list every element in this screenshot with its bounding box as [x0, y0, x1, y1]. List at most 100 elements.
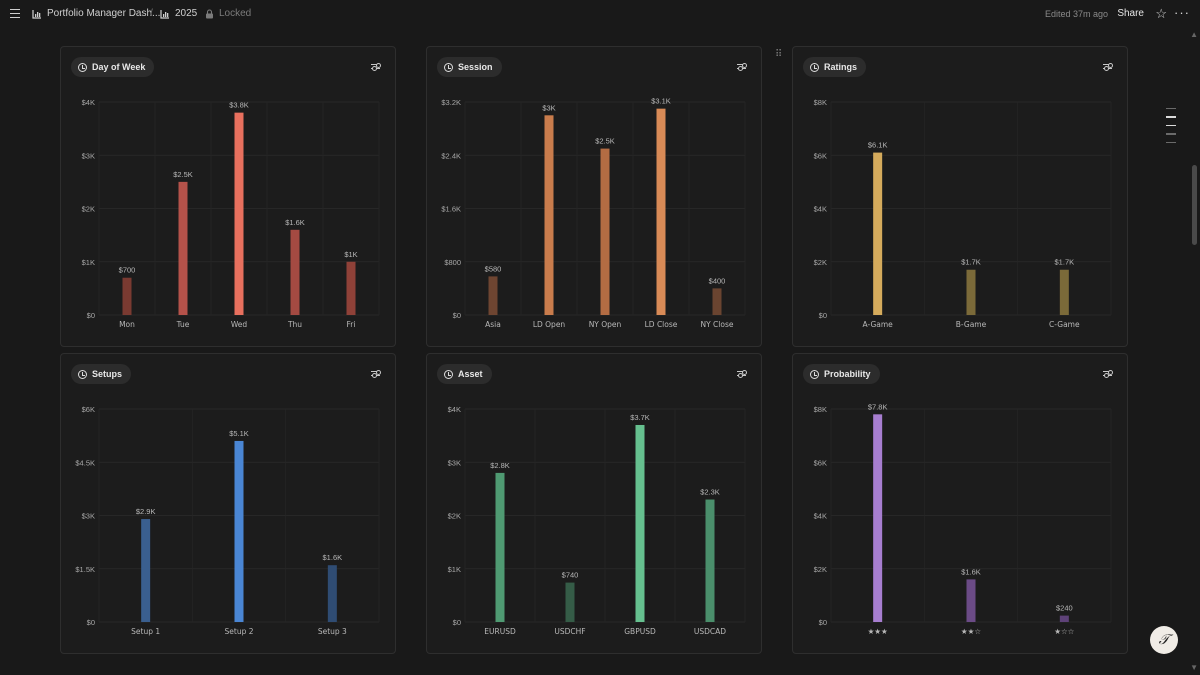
y-tick-label: $4K: [814, 512, 827, 521]
scroll-up-icon[interactable]: ▲: [1190, 30, 1198, 39]
bar-value-label: $740: [562, 571, 579, 580]
settings-sliders-icon[interactable]: [371, 369, 381, 379]
chart-title-label: Session: [458, 62, 493, 72]
chart-title[interactable]: Ratings: [803, 57, 867, 77]
bar-value-label: $1.6K: [323, 553, 343, 562]
chart-card-session: Session $0 $800 $1.6K $2.4K $3.2K $580 Asia $3K L…: [426, 46, 762, 347]
ai-assistant-icon[interactable]: 𝒯: [1150, 626, 1178, 654]
chart-title[interactable]: Probability: [803, 364, 880, 384]
bar-chart: $0 $800 $1.6K $2.4K $3.2K $580 Asia $3K LD Open $…: [441, 97, 746, 329]
menu-icon[interactable]: [10, 9, 20, 18]
y-tick-label: $0: [87, 311, 95, 320]
y-tick-label: $8K: [814, 98, 827, 107]
toc-line[interactable]: [1166, 108, 1176, 110]
breadcrumb-page-label: Portfolio Manager Dash...: [47, 8, 161, 19]
bar[interactable]: [544, 115, 554, 315]
bar[interactable]: [234, 112, 244, 316]
y-tick-label: $3K: [82, 512, 95, 521]
bar[interactable]: [290, 229, 300, 315]
y-tick-label: $1.6K: [441, 205, 461, 214]
bar[interactable]: [873, 414, 883, 622]
x-tick-label: LD Open: [533, 320, 566, 329]
chart-title[interactable]: Setups: [71, 364, 132, 384]
x-tick-label: ★★★: [868, 627, 888, 636]
y-tick-label: $2K: [814, 258, 827, 267]
bar[interactable]: [705, 499, 715, 622]
more-options-icon[interactable]: ···: [1174, 5, 1190, 20]
settings-sliders-icon[interactable]: [737, 369, 747, 379]
x-tick-label: Fri: [347, 320, 356, 329]
toc-line[interactable]: [1166, 124, 1176, 127]
y-tick-label: $8K: [814, 405, 827, 414]
bar[interactable]: [327, 565, 337, 622]
y-tick-label: $6K: [82, 405, 95, 414]
y-tick-label: $4K: [82, 98, 95, 107]
bar-value-label: $1K: [344, 250, 357, 259]
bar[interactable]: [873, 152, 883, 315]
toc-line[interactable]: [1166, 133, 1176, 135]
bar-value-label: $1.6K: [285, 218, 305, 227]
bar[interactable]: [495, 472, 505, 622]
bar[interactable]: [122, 277, 132, 315]
chart-card-day-of-week: Day of Week $0 $1K $2K $3K $4K $700 Mon $2.5K Tue…: [60, 46, 396, 347]
bar-value-label: $400: [709, 276, 726, 285]
scrollbar-thumb[interactable]: [1192, 165, 1197, 245]
x-tick-label: Setup 2: [225, 627, 254, 636]
clock-icon: [810, 62, 819, 72]
settings-sliders-icon[interactable]: [1103, 62, 1113, 72]
bar-value-label: $240: [1056, 604, 1073, 613]
chart-title[interactable]: Asset: [437, 364, 492, 384]
breadcrumb-page[interactable]: Portfolio Manager Dash...: [32, 8, 160, 19]
bar-value-label: $2.8K: [490, 461, 510, 470]
bar-chart: $0 $1K $2K $3K $4K $2.8K EURUSD $740 USDCHF $3.7K…: [448, 405, 746, 636]
bar[interactable]: [234, 440, 244, 622]
clock-icon: [810, 369, 819, 379]
bar-value-label: $2.5K: [595, 137, 615, 146]
y-tick-label: $1K: [82, 258, 95, 267]
bar[interactable]: [600, 148, 610, 315]
settings-sliders-icon[interactable]: [1103, 369, 1113, 379]
chart-title[interactable]: Day of Week: [71, 57, 155, 77]
lock-status[interactable]: Locked: [205, 8, 251, 19]
favorite-star-icon[interactable]: ☆: [1155, 6, 1167, 21]
bar[interactable]: [1059, 615, 1069, 622]
x-tick-label: Mon: [119, 320, 135, 329]
bar-chart: $0 $1K $2K $3K $4K $700 Mon $2.5K Tue $3.8K Wed $1.…: [82, 98, 380, 329]
bar[interactable]: [178, 181, 188, 315]
y-tick-label: $0: [453, 311, 461, 320]
drag-handle-icon[interactable]: ⠿: [775, 49, 783, 60]
y-tick-label: $6K: [814, 151, 827, 160]
toc-line[interactable]: [1166, 141, 1176, 143]
chart-title[interactable]: Session: [437, 57, 502, 77]
bar[interactable]: [966, 269, 976, 315]
x-tick-label: ★★☆: [961, 627, 981, 636]
clock-icon: [444, 62, 453, 72]
toc-line[interactable]: [1166, 116, 1176, 118]
settings-sliders-icon[interactable]: [371, 62, 381, 72]
scroll-down-icon[interactable]: ▼: [1190, 663, 1198, 672]
table-of-contents[interactable]: [1166, 108, 1176, 150]
share-button[interactable]: Share: [1117, 8, 1144, 19]
bar[interactable]: [565, 582, 575, 622]
y-tick-label: $3K: [448, 458, 461, 467]
settings-sliders-icon[interactable]: [737, 62, 747, 72]
x-tick-label: Thu: [287, 320, 302, 329]
bar[interactable]: [141, 519, 151, 622]
bar[interactable]: [712, 288, 722, 315]
chart-title-label: Setups: [92, 369, 123, 379]
breadcrumb-subpage[interactable]: 2025: [160, 8, 197, 19]
x-tick-label: NY Close: [700, 320, 733, 329]
bar[interactable]: [488, 276, 498, 315]
bar[interactable]: [346, 261, 356, 315]
bar-value-label: $6.1K: [868, 141, 888, 150]
bar[interactable]: [635, 424, 645, 622]
y-tick-label: $4.5K: [75, 458, 95, 467]
x-tick-label: GBPUSD: [624, 627, 656, 636]
bar[interactable]: [966, 579, 976, 622]
bar[interactable]: [656, 108, 666, 315]
x-tick-label: USDCAD: [694, 627, 726, 636]
lock-status-label: Locked: [219, 8, 252, 19]
bar[interactable]: [1059, 269, 1069, 315]
bar-value-label: $580: [485, 264, 502, 273]
chart-title-label: Ratings: [824, 62, 858, 72]
